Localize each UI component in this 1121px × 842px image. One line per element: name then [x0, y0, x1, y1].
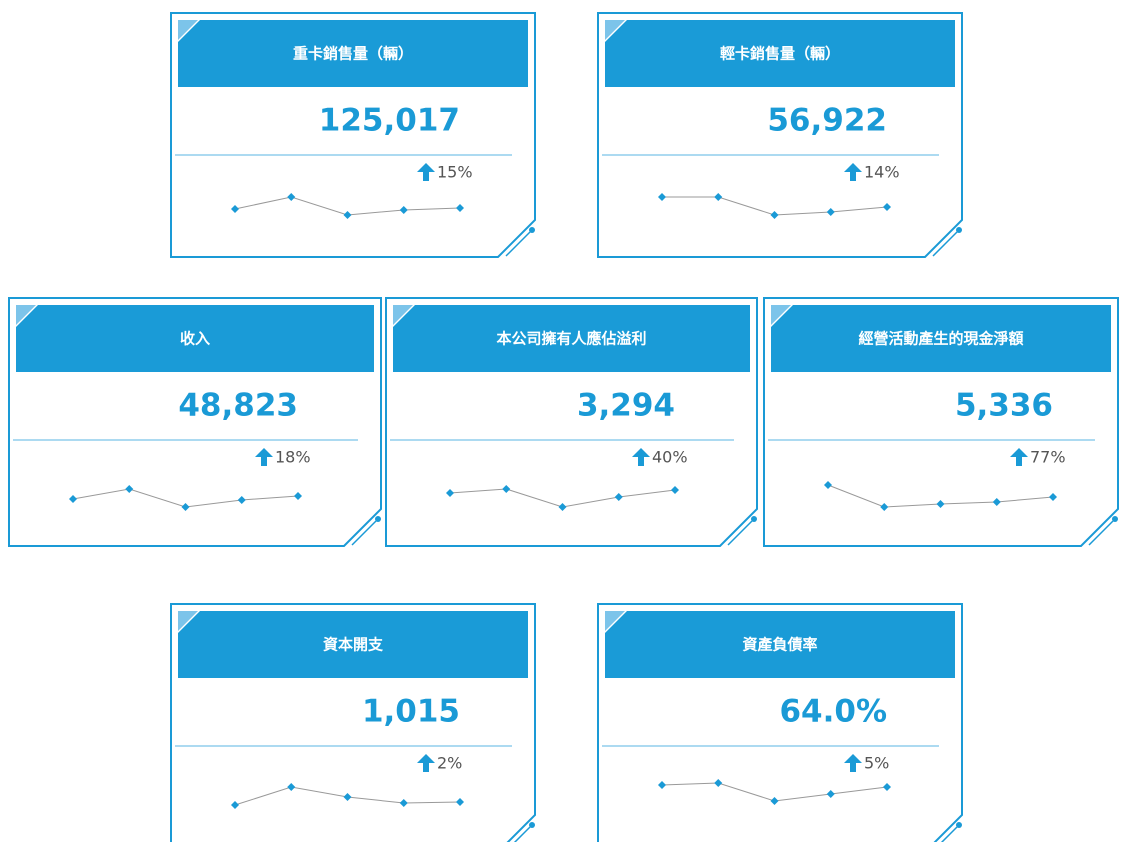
- kpi-card: 經營活動產生的現金淨額 5,336 77%: [763, 297, 1119, 547]
- kpi-card: 資本開支 1,015 2%: [170, 603, 536, 842]
- change-percent: 14%: [864, 163, 900, 182]
- sparkline-point: [502, 485, 511, 493]
- card-header: [605, 20, 955, 87]
- card-value: 64.0%: [779, 694, 887, 730]
- card-header: [771, 305, 1111, 372]
- corner-dot: [375, 516, 381, 522]
- corner-dot: [956, 822, 962, 828]
- up-arrow: [632, 448, 650, 466]
- card-header: [605, 611, 955, 678]
- sparkline-point: [456, 798, 464, 806]
- header-corner: [605, 611, 625, 631]
- card-title: 資產負債率: [742, 636, 817, 654]
- header-corner: [393, 305, 413, 325]
- sparkline-point: [883, 783, 891, 791]
- card-value: 5,336: [955, 388, 1053, 424]
- corner-dot: [529, 822, 535, 828]
- sparkline-point: [614, 493, 623, 501]
- corner-dot: [1112, 516, 1118, 522]
- sparkline-point: [69, 495, 77, 503]
- sparkline-point: [671, 486, 679, 494]
- corner-line: [351, 520, 377, 546]
- sparkline-point: [231, 205, 239, 213]
- sparkline-point: [936, 500, 945, 508]
- kpi-card: 輕卡銷售量（輛） 56,922 14%: [597, 12, 963, 258]
- header-corner: [605, 20, 625, 40]
- corner-line: [940, 826, 958, 842]
- card-header: [178, 20, 528, 87]
- sparkline-point: [399, 799, 408, 807]
- corner-line: [932, 231, 958, 257]
- kpi-card: 資產負債率 64.0% 5%: [597, 603, 963, 842]
- corner-line: [505, 231, 531, 257]
- card-value: 1,015: [362, 694, 460, 730]
- header-corner: [178, 20, 198, 40]
- sparkline-point: [992, 498, 1001, 506]
- sparkline-point: [714, 193, 723, 201]
- sparkline-point: [125, 485, 134, 493]
- header-corner: [178, 611, 198, 631]
- corner-dot: [529, 227, 535, 233]
- sparkline-point: [770, 211, 779, 219]
- corner-line: [727, 520, 753, 546]
- sparkline-point: [181, 503, 190, 511]
- card-title: 資本開支: [323, 636, 384, 654]
- sparkline-point: [658, 193, 666, 201]
- sparkline-point: [824, 481, 832, 489]
- up-arrow: [417, 754, 435, 772]
- sparkline-point: [446, 489, 454, 497]
- sparkline-point: [343, 211, 352, 219]
- change-percent: 2%: [437, 754, 462, 773]
- sparkline-point: [1049, 493, 1057, 501]
- sparkline-point: [456, 204, 464, 212]
- sparkline-point: [883, 203, 891, 211]
- card-header: [178, 611, 528, 678]
- sparkline-point: [294, 492, 302, 500]
- up-arrow: [1010, 448, 1028, 466]
- corner-dot: [751, 516, 757, 522]
- header-corner: [771, 305, 791, 325]
- sparkline-point: [287, 783, 296, 791]
- up-arrow: [844, 163, 862, 181]
- sparkline-point: [287, 193, 296, 201]
- corner-dot: [956, 227, 962, 233]
- card-title: 收入: [180, 330, 210, 348]
- sparkline-point: [880, 503, 889, 511]
- sparkline-point: [399, 206, 408, 214]
- kpi-card: 重卡銷售量（輛） 125,017 15%: [170, 12, 536, 258]
- card-title: 本公司擁有人應佔溢利: [496, 330, 646, 348]
- corner-line: [513, 826, 531, 842]
- card-header: [393, 305, 750, 372]
- card-title: 經營活動產生的現金淨額: [858, 330, 1023, 348]
- change-percent: 15%: [437, 163, 473, 182]
- card-value: 125,017: [319, 103, 460, 139]
- sparkline-point: [558, 503, 567, 511]
- up-arrow: [417, 163, 435, 181]
- kpi-card: 收入 48,823 18%: [8, 297, 382, 547]
- change-percent: 40%: [652, 448, 688, 467]
- card-value: 56,922: [767, 103, 887, 139]
- card-title: 重卡銷售量（輛）: [293, 45, 413, 63]
- sparkline-point: [714, 779, 723, 787]
- sparkline-point: [770, 797, 779, 805]
- sparkline-point: [826, 790, 835, 798]
- kpi-card: 本公司擁有人應佔溢利 3,294 40%: [385, 297, 758, 547]
- card-value: 3,294: [577, 388, 675, 424]
- up-arrow: [255, 448, 273, 466]
- sparkline-point: [343, 793, 352, 801]
- corner-line: [1088, 520, 1114, 546]
- card-title: 輕卡銷售量（輛）: [720, 45, 840, 63]
- up-arrow: [844, 754, 862, 772]
- sparkline-point: [231, 801, 239, 809]
- sparkline-point: [237, 496, 246, 504]
- sparkline-point: [658, 781, 666, 789]
- card-header: [16, 305, 374, 372]
- change-percent: 77%: [1030, 448, 1066, 467]
- change-percent: 5%: [864, 754, 889, 773]
- card-value: 48,823: [178, 388, 298, 424]
- sparkline-point: [826, 208, 835, 216]
- change-percent: 18%: [275, 448, 311, 467]
- header-corner: [16, 305, 36, 325]
